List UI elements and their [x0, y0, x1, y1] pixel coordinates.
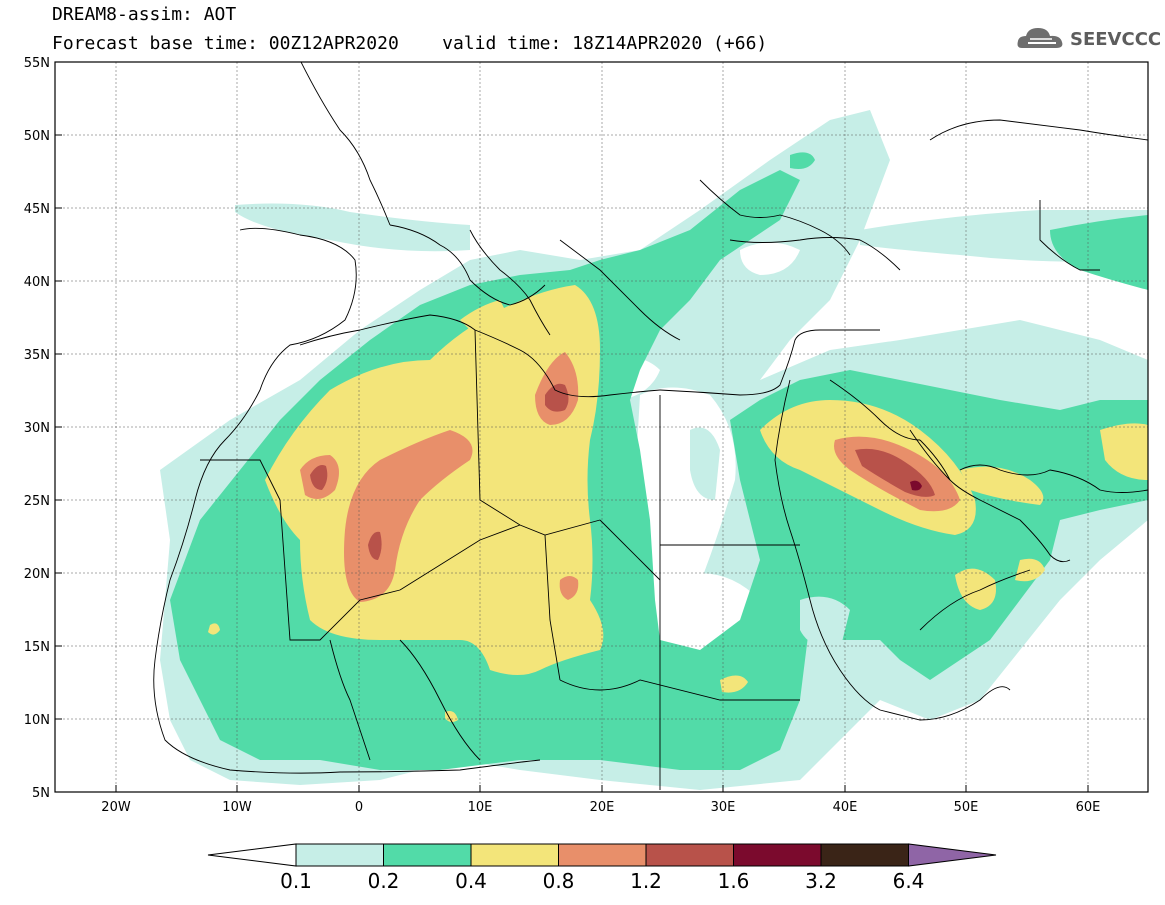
colorbar-boxes — [207, 843, 997, 867]
axis-ticks — [55, 61, 1089, 793]
lat-label: 55N — [24, 56, 50, 71]
colorbar-level-label: 6.4 — [893, 869, 925, 893]
cloud-icon — [1017, 28, 1063, 48]
latitude-labels: 55N 50N 45N 40N 35N 30N 25N 20N 15N 10N … — [24, 56, 50, 801]
colorbar-box — [295, 843, 384, 867]
lat-label: 20N — [24, 567, 50, 582]
aot-shading — [160, 110, 1148, 790]
map-title: DREAM8-assim: AOT — [52, 4, 237, 25]
colorbar-high-triangle — [908, 843, 997, 867]
lat-label: 15N — [24, 640, 50, 655]
lon-label: 20W — [101, 800, 131, 815]
colorbar-level-label: 0.1 — [280, 869, 312, 893]
aot-map: 55N 50N 45N 40N 35N 30N 25N 20N 15N 10N … — [24, 56, 1149, 815]
lon-label: 10E — [468, 800, 493, 815]
colorbar-box — [820, 843, 909, 867]
colorbar-level-label: 1.6 — [718, 869, 750, 893]
colorbar-box — [733, 843, 822, 867]
lat-label: 50N — [24, 129, 50, 144]
longitude-labels: 20W 10W 0 10E 20E 30E 40E 50E 60E — [101, 800, 1100, 815]
colorbar-level-label: 0.2 — [368, 869, 400, 893]
colorbar-level-label: 0.8 — [543, 869, 575, 893]
lon-label: 40E — [833, 800, 858, 815]
grid-lines — [55, 62, 1148, 792]
colorbar-box — [383, 843, 472, 867]
lon-label: 50E — [954, 800, 979, 815]
colorbar-box — [645, 843, 734, 867]
colorbar-labels: 0.1 0.2 0.4 0.8 1.2 1.6 3.2 6.4 — [280, 869, 924, 893]
forecast-time-line: Forecast base time: 00Z12APR2020 valid t… — [52, 33, 768, 54]
coastlines — [153, 62, 1148, 790]
lat-label: 10N — [24, 713, 50, 728]
colorbar-level-label: 0.4 — [455, 869, 487, 893]
lat-label: 40N — [24, 275, 50, 290]
lon-label: 30E — [711, 800, 736, 815]
lon-label: 20E — [590, 800, 615, 815]
colorbar-level-label: 1.2 — [630, 869, 662, 893]
lat-label: 5N — [32, 786, 50, 801]
lon-label: 10W — [222, 800, 252, 815]
lat-label: 25N — [24, 494, 50, 509]
seevccc-logo: SEEVCCC — [1016, 24, 1161, 54]
colorbar-level-label: 3.2 — [805, 869, 837, 893]
lat-label: 35N — [24, 348, 50, 363]
lon-label: 0 — [355, 800, 363, 815]
colorbar-low-triangle — [207, 843, 297, 867]
lat-label: 45N — [24, 202, 50, 217]
lat-label: 30N — [24, 421, 50, 436]
lon-label: 60E — [1076, 800, 1101, 815]
colorbar-box — [558, 843, 647, 867]
colorbar-box — [470, 843, 559, 867]
aot-band-1-6 — [910, 480, 922, 491]
